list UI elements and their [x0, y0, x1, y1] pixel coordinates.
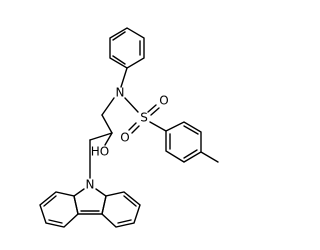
double-bond [147, 104, 157, 113]
double-bond [183, 125, 199, 135]
atom-n: N [116, 86, 125, 100]
pyrrole-ring [73, 188, 107, 215]
atom-ho: HO [91, 145, 109, 159]
double-bond [128, 122, 137, 131]
bond [149, 121, 167, 132]
double-bond [112, 31, 126, 41]
atom-s: S [140, 111, 148, 125]
molecule: N S O O HO N [39, 27, 219, 228]
bond [104, 132, 113, 146]
phenyl-ring [109, 27, 145, 69]
bond [101, 97, 115, 116]
bond [120, 67, 128, 88]
atom-labels: N S O O HO N [86, 86, 169, 192]
double-bond [123, 195, 137, 207]
atom-n: N [86, 178, 95, 192]
bond [89, 132, 113, 141]
atom-o: O [120, 131, 129, 145]
right-benzene [101, 191, 141, 228]
double-bond [150, 107, 160, 116]
double-bond [131, 125, 140, 134]
double-bond [43, 195, 57, 207]
double-bond [48, 219, 63, 224]
tolyl-ring [165, 121, 202, 163]
bonds [39, 27, 219, 228]
bond [124, 97, 139, 113]
double-bond [117, 219, 132, 224]
double-bond [112, 55, 126, 65]
double-bond [183, 149, 198, 159]
methyl-bond [200, 151, 219, 163]
atom-o: O [159, 94, 168, 108]
left-benzene [39, 191, 79, 228]
bond [101, 114, 113, 134]
